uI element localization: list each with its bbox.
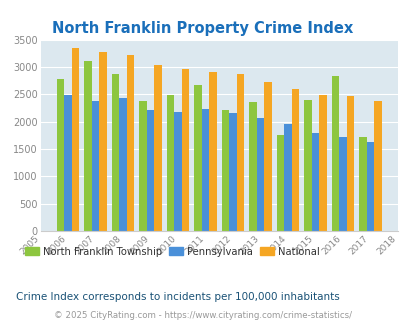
Bar <box>373 101 381 231</box>
Bar <box>284 124 291 231</box>
Bar <box>229 114 236 231</box>
Bar <box>276 135 284 231</box>
Bar <box>166 95 174 231</box>
Bar <box>366 142 373 231</box>
Bar <box>112 74 119 231</box>
Bar <box>236 74 243 231</box>
Bar <box>358 137 366 231</box>
Bar <box>181 69 189 231</box>
Bar <box>338 137 346 231</box>
Bar <box>84 61 92 231</box>
Bar <box>256 118 264 231</box>
Bar <box>221 110 229 231</box>
Bar <box>264 82 271 231</box>
Bar <box>291 89 298 231</box>
Bar <box>139 101 147 231</box>
Bar <box>209 72 216 231</box>
Bar <box>154 65 161 231</box>
Text: North Franklin Property Crime Index: North Franklin Property Crime Index <box>52 21 353 36</box>
Bar <box>72 49 79 231</box>
Bar <box>304 100 311 231</box>
Bar <box>99 52 107 231</box>
Bar <box>92 101 99 231</box>
Bar <box>147 110 154 231</box>
Bar <box>126 55 134 231</box>
Bar <box>64 95 72 231</box>
Bar <box>311 133 318 231</box>
Legend: North Franklin Township, Pennsylvania, National: North Franklin Township, Pennsylvania, N… <box>21 243 323 261</box>
Text: © 2025 CityRating.com - https://www.cityrating.com/crime-statistics/: © 2025 CityRating.com - https://www.city… <box>54 311 351 320</box>
Bar <box>201 109 209 231</box>
Bar <box>194 85 201 231</box>
Bar <box>57 79 64 231</box>
Bar <box>318 95 326 231</box>
Bar <box>331 76 338 231</box>
Bar <box>174 112 181 231</box>
Text: Crime Index corresponds to incidents per 100,000 inhabitants: Crime Index corresponds to incidents per… <box>16 292 339 302</box>
Bar <box>346 96 353 231</box>
Bar <box>119 98 126 231</box>
Bar <box>249 102 256 231</box>
